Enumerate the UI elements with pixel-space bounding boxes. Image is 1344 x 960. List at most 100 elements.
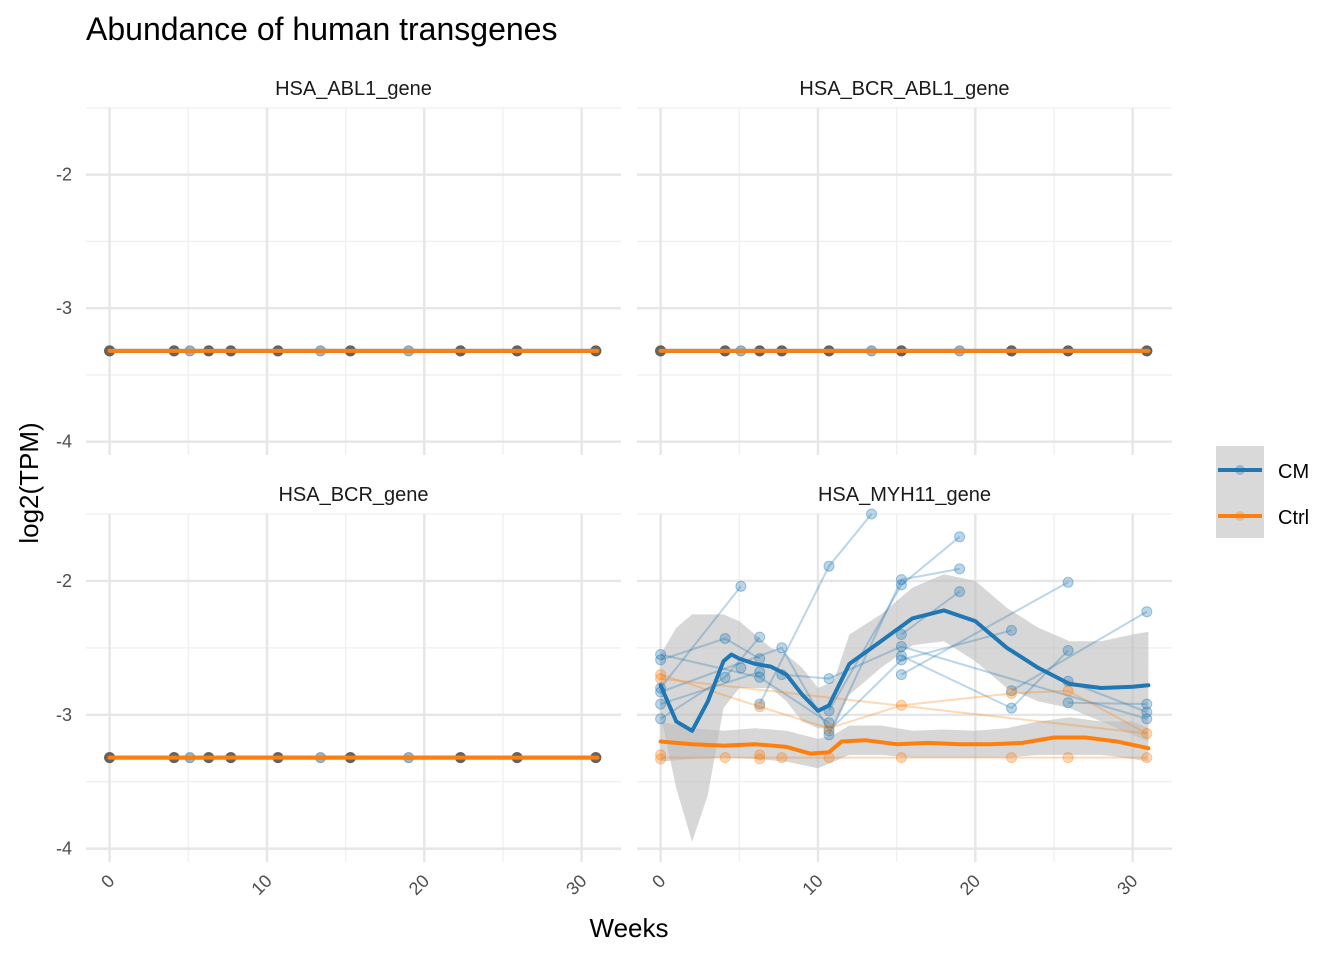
data-point-cm <box>823 673 835 685</box>
chart-title: Abundance of human transgenes <box>86 11 557 47</box>
facet-panels: HSA_ABL1_gene -4 -3 -2 HSA_BCR_ABL1_gene HSA_… <box>56 78 1172 899</box>
data-point-cm <box>655 713 667 725</box>
data-point-ctrl <box>1006 752 1017 764</box>
smooth-line-cm <box>658 608 1151 733</box>
data-point-cm <box>866 508 877 520</box>
y-tick-label: -2 <box>56 571 72 591</box>
facet-strip-label: HSA_BCR_ABL1_gene <box>799 78 1009 100</box>
data-point-cm <box>1062 645 1074 656</box>
subject-line-cm <box>758 513 873 705</box>
subject-line-cm <box>659 585 742 689</box>
data-point-cm <box>1006 685 1017 697</box>
data-point-cm <box>1141 706 1153 718</box>
y-tick-label: -3 <box>56 298 72 318</box>
legend-key-background <box>1216 446 1264 538</box>
subject-line-cm <box>781 645 902 680</box>
data-point-ctrl <box>895 699 907 711</box>
data-point-cm <box>1141 713 1153 725</box>
subject-line-cm <box>828 567 960 736</box>
data-point-cm <box>823 729 835 741</box>
subject-line-cm <box>660 636 761 720</box>
subject-line-cm <box>828 629 1012 732</box>
data-point-cm <box>655 654 667 666</box>
data-point-cm <box>655 649 667 660</box>
data-point-ctrl <box>754 753 766 765</box>
x-tick-label: 0 <box>97 871 118 892</box>
x-tick-label: 10 <box>247 871 275 899</box>
data-point-cm <box>895 641 907 652</box>
subject-line-ctrl <box>660 677 1147 735</box>
data-point-cm <box>754 666 766 678</box>
data-point-cm <box>1006 624 1017 636</box>
subject-line-cm <box>900 649 1069 710</box>
data-point-cm <box>719 671 731 683</box>
legend: CM Ctrl <box>1216 446 1309 538</box>
data-point-ctrl <box>655 669 667 681</box>
legend-key-ctrl-point <box>1235 511 1245 521</box>
data-point-cm <box>954 531 966 543</box>
data-point-cm <box>1006 702 1017 714</box>
x-tick-label: 20 <box>405 871 433 899</box>
confidence-ribbon-cm <box>660 574 1149 842</box>
data-point-cm <box>776 642 788 654</box>
data-point-ctrl <box>655 673 667 685</box>
data-point-cm <box>1141 698 1153 710</box>
data-point-cm <box>1141 606 1153 618</box>
data-point-ctrl <box>754 701 766 713</box>
data-point-cm <box>754 671 766 683</box>
facet-strip-label: HSA_ABL1_gene <box>275 78 432 100</box>
smooth-line-ctrl <box>658 735 1151 756</box>
y-tick-label: -4 <box>56 432 72 452</box>
data-point-ctrl <box>823 722 835 734</box>
legend-key-cm-point <box>1235 465 1245 475</box>
y-tick-label: -3 <box>56 705 72 725</box>
y-axis-title: log2(TPM) <box>14 422 44 543</box>
data-point-cm <box>655 698 667 710</box>
subject-line-ctrl <box>828 692 1012 730</box>
subject-line-cm <box>901 645 1148 720</box>
data-point-cm <box>895 650 907 662</box>
subject-line-cm <box>1010 610 1148 692</box>
subject-line-cm <box>660 653 830 724</box>
data-point-ctrl <box>655 753 667 765</box>
data-point-ctrl <box>776 752 788 764</box>
legend-label-cm: CM <box>1278 461 1309 483</box>
legend-label-ctrl: Ctrl <box>1278 507 1309 529</box>
data-point-cm <box>823 560 835 572</box>
facet-panel-hsa-bcr-abl1-gene: HSA_BCR_ABL1_gene <box>637 78 1172 455</box>
data-point-cm <box>735 662 747 674</box>
data-point-cm <box>954 586 966 598</box>
data-point-ctrl <box>1062 752 1074 764</box>
data-point-cm <box>895 574 907 586</box>
facet-strip-label: HSA_BCR_gene <box>278 484 428 506</box>
x-axis-title: Weeks <box>590 913 669 943</box>
x-tick-label: 30 <box>562 871 590 899</box>
data-point-cm <box>895 669 907 681</box>
subject-line-ctrl <box>660 673 830 730</box>
data-point-ctrl <box>1006 687 1017 699</box>
y-tick-label: -2 <box>56 165 72 185</box>
x-tick-label: 10 <box>798 871 826 899</box>
subject-line-ctrl <box>1011 689 1148 735</box>
data-point-ctrl <box>655 749 667 761</box>
facet-panel-hsa-myh11-gene: HSA_MYH11_gene 0 10 20 30 <box>637 484 1172 899</box>
data-point-cm <box>754 631 766 643</box>
data-point-cm <box>823 725 835 737</box>
data-point-ctrl <box>719 752 731 764</box>
data-point-ctrl <box>1141 752 1153 764</box>
data-point-cm <box>954 563 966 575</box>
data-point-cm <box>735 580 747 592</box>
data-point-cm <box>719 633 731 644</box>
data-point-ctrl <box>754 749 766 761</box>
x-tick-label: 30 <box>1113 871 1141 899</box>
data-point-cm <box>1062 576 1074 588</box>
data-point-ctrl <box>895 752 907 764</box>
data-point-cm <box>1062 697 1074 709</box>
facet-strip-label: HSA_MYH11_gene <box>818 484 991 506</box>
data-point-cm <box>823 717 835 729</box>
subject-line-cm <box>1068 701 1147 706</box>
data-point-cm <box>895 579 907 591</box>
data-point-cm <box>754 698 766 710</box>
subject-line-cm <box>828 536 961 712</box>
